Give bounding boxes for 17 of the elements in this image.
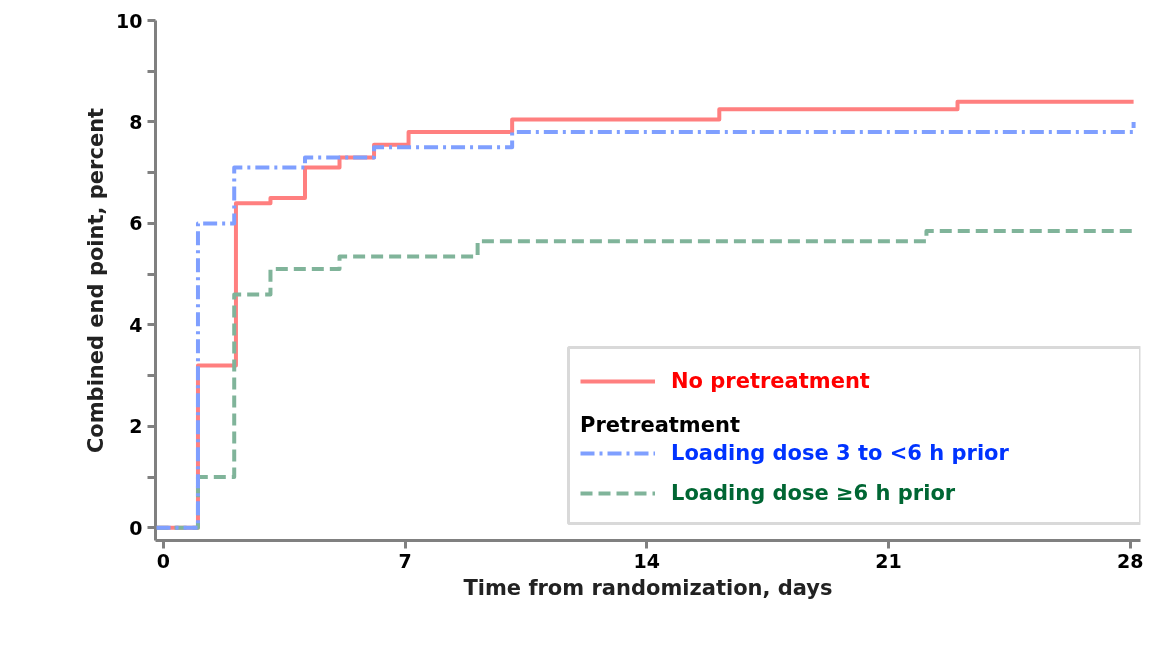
- y-axis-title: Combined end point, percent: [84, 107, 109, 454]
- y-tick-label: 8: [129, 110, 143, 133]
- y-tick-label: 0: [129, 516, 143, 539]
- x-tick-label: 0: [156, 549, 171, 572]
- legend-title: Pretreatment: [580, 413, 741, 437]
- x-tick-label: 28: [1116, 549, 1144, 572]
- x-tick-label: 7: [398, 549, 412, 572]
- x-axis-title: Time from randomization, days: [463, 575, 833, 600]
- y-tick-label: 6: [129, 212, 143, 235]
- x-tick-label: 21: [875, 549, 902, 572]
- legend-label: No pretreatment: [671, 369, 870, 393]
- x-tick-label: 14: [633, 549, 661, 572]
- y-tick-label: 4: [129, 313, 143, 336]
- y-tick-label: 10: [116, 9, 143, 32]
- y-tick-label: 2: [129, 415, 143, 438]
- legend-label: Loading dose 3 to <6 h prior: [671, 441, 1009, 465]
- legend-label: Loading dose ≥6 h prior: [671, 481, 956, 505]
